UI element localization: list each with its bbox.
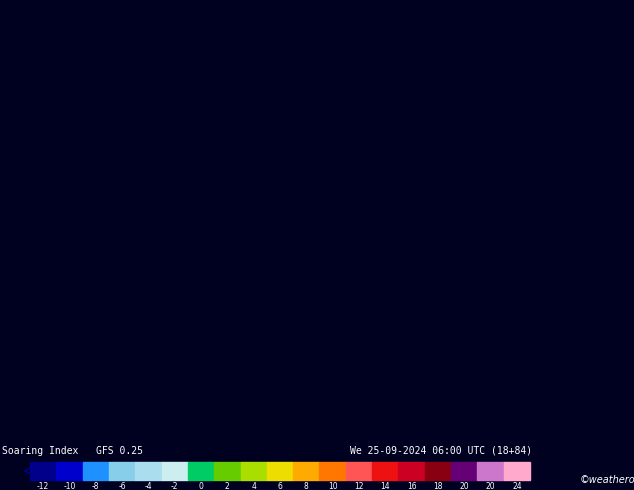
Text: 20: 20: [486, 482, 495, 490]
Bar: [240, 462, 267, 480]
Bar: [135, 462, 162, 480]
Bar: [162, 462, 188, 480]
Bar: [267, 462, 293, 480]
Bar: [56, 462, 82, 480]
Text: 24: 24: [512, 482, 522, 490]
Text: 0: 0: [198, 482, 204, 490]
Text: 6: 6: [278, 482, 282, 490]
Text: -6: -6: [119, 482, 126, 490]
Text: We 25-09-2024 06:00 UTC (18+84): We 25-09-2024 06:00 UTC (18+84): [350, 446, 532, 456]
Bar: [82, 462, 109, 480]
Bar: [451, 462, 477, 480]
Text: -4: -4: [145, 482, 152, 490]
Text: -12: -12: [37, 482, 49, 490]
Text: Soaring Index   GFS 0.25: Soaring Index GFS 0.25: [2, 446, 143, 456]
Text: 18: 18: [433, 482, 443, 490]
Bar: [320, 462, 346, 480]
Bar: [30, 462, 56, 480]
Bar: [346, 462, 372, 480]
Text: -10: -10: [63, 482, 75, 490]
Bar: [214, 462, 240, 480]
Bar: [398, 462, 425, 480]
Bar: [109, 462, 135, 480]
Bar: [188, 462, 214, 480]
Text: 8: 8: [304, 482, 309, 490]
Text: 12: 12: [354, 482, 364, 490]
Text: -8: -8: [92, 482, 100, 490]
Text: 14: 14: [380, 482, 390, 490]
Bar: [293, 462, 320, 480]
Bar: [425, 462, 451, 480]
Text: -2: -2: [171, 482, 179, 490]
Text: 20: 20: [460, 482, 469, 490]
Bar: [372, 462, 398, 480]
Text: 16: 16: [407, 482, 417, 490]
Text: ©weatheronline.co.uk: ©weatheronline.co.uk: [580, 475, 634, 485]
Text: 4: 4: [251, 482, 256, 490]
Bar: [503, 462, 530, 480]
Text: 2: 2: [225, 482, 230, 490]
Text: 10: 10: [328, 482, 337, 490]
Bar: [477, 462, 503, 480]
